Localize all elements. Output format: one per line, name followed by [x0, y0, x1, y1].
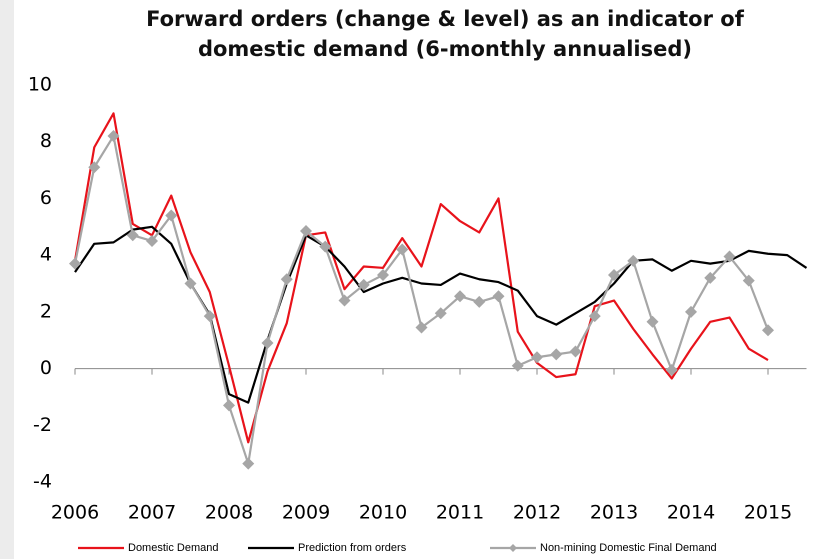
x-tick-label: 2010 [359, 502, 407, 524]
y-tick-label: 2 [40, 300, 52, 322]
point-marker [531, 351, 543, 364]
point-marker [492, 290, 505, 303]
point-marker [300, 225, 312, 238]
y-tick-label: 10 [28, 74, 52, 96]
point-marker [454, 290, 466, 303]
point-marker [415, 321, 428, 334]
point-marker [88, 161, 101, 174]
point-marker [280, 273, 293, 286]
point-marker [685, 305, 697, 318]
chart-title: Forward orders (change & level) as an in… [146, 7, 745, 31]
point-marker [184, 277, 197, 290]
point-marker [704, 271, 717, 284]
point-marker [742, 274, 755, 287]
point-marker [223, 399, 235, 412]
y-tick-label: 6 [40, 187, 52, 209]
legend-label: Domestic Demand [128, 542, 218, 554]
point-marker [511, 359, 524, 372]
point-marker [107, 130, 120, 143]
x-tick-label: 2006 [51, 502, 99, 524]
x-tick-label: 2011 [436, 502, 484, 524]
point-marker [261, 337, 274, 350]
x-tick-label: 2013 [590, 502, 638, 524]
point-marker [473, 295, 486, 308]
chart-title: domestic demand (6-monthly annualised) [198, 37, 692, 61]
series-line [73, 112, 769, 444]
series-line [73, 134, 770, 465]
point-marker [569, 345, 582, 358]
point-marker [665, 363, 678, 376]
point-marker [357, 278, 370, 291]
legend-label: Non-mining Domestic Final Demand [540, 542, 717, 554]
point-marker [434, 307, 447, 320]
point-marker [377, 268, 389, 281]
point-marker [126, 229, 139, 242]
point-marker [69, 257, 81, 270]
x-tick-label: 2015 [744, 502, 792, 524]
point-marker [242, 457, 255, 470]
point-marker [588, 310, 601, 323]
y-tick-label: 0 [40, 357, 52, 379]
point-marker [203, 310, 216, 323]
point-marker [608, 268, 620, 281]
legend-label: Prediction from orders [298, 542, 407, 554]
y-tick-label: 4 [40, 244, 52, 266]
point-marker [338, 294, 351, 307]
point-marker [165, 209, 178, 222]
point-marker [723, 250, 736, 263]
y-tick-label: -2 [33, 414, 52, 436]
x-tick-label: 2008 [205, 502, 253, 524]
y-tick-label: -4 [33, 471, 52, 493]
point-marker [396, 243, 409, 256]
point-marker [762, 324, 774, 337]
point-marker [646, 315, 659, 328]
side-strip [0, 0, 14, 559]
x-tick-label: 2014 [667, 502, 715, 524]
x-tick-label: 2009 [282, 502, 330, 524]
x-tick-label: 2007 [128, 502, 176, 524]
x-tick-label: 2012 [513, 502, 561, 524]
y-tick-label: 8 [40, 130, 52, 152]
point-marker [627, 254, 640, 267]
legend-marker [509, 544, 517, 552]
point-marker [319, 240, 332, 253]
point-marker [550, 348, 563, 361]
point-marker [146, 234, 158, 247]
